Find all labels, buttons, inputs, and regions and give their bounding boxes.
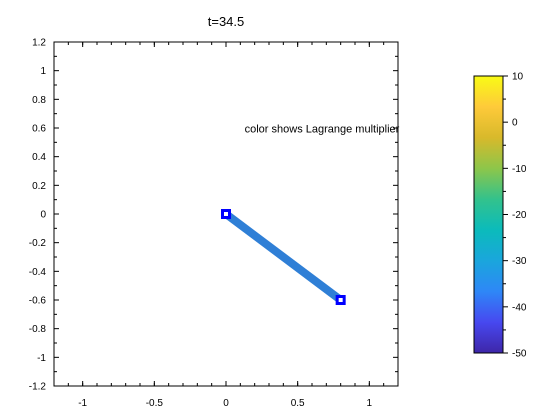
annotation: color shows Lagrange multiplier — [245, 123, 400, 135]
y-axis: 1.2 1 0.8 0.6 0.4 0.2 0 -0.2 -0.4 -0.6 -0.8 -1 -1.2 — [29, 38, 398, 393]
colorbar: 10 0 -10 -20 -30 -40 -50 — [473, 72, 527, 360]
colorbar-tick-label: -40 — [512, 302, 527, 313]
y-tick-label: 1 — [40, 66, 46, 77]
x-axis: -1 -0.5 0 0.5 1 — [67, 42, 385, 409]
colorbar-tick-label: -10 — [512, 164, 527, 175]
x-tick-label: -0.5 — [146, 398, 164, 409]
chart-title: t=34.5 — [208, 14, 245, 29]
y-tick-label: 0.6 — [32, 124, 46, 135]
colorbar-gradient — [473, 75, 504, 354]
y-tick-label: 0 — [40, 210, 46, 221]
y-tick-label: 0.2 — [32, 181, 46, 192]
y-tick-label: 0.8 — [32, 95, 46, 106]
x-tick-label: 0 — [223, 398, 229, 409]
x-tick-label: -1 — [78, 398, 87, 409]
colorbar-tick-label: 0 — [512, 118, 518, 129]
plot-area: 1.210.80.60.40.20-0.2-0.4-0.6-0.8-1-1.2 … — [29, 38, 400, 410]
y-tick-label: -1 — [37, 353, 46, 364]
y-tick-label: 0.4 — [32, 152, 46, 163]
y-tick-label: -0.6 — [29, 296, 47, 307]
y-tick-label: -1.2 — [29, 382, 47, 393]
series-group — [221, 209, 346, 305]
series-line — [223, 210, 344, 304]
colorbar-tick-label: -30 — [512, 256, 527, 267]
x-tick-label: 0.5 — [291, 398, 305, 409]
x-tick-label: 1 — [367, 398, 373, 409]
colorbar-tick-label: 10 — [512, 72, 524, 83]
data-point-center — [338, 298, 343, 302]
colorbar-tick-label: -20 — [512, 210, 527, 221]
colorbar-ticks: 10 0 -10 -20 -30 -40 -50 — [503, 72, 527, 360]
data-point-center — [224, 212, 228, 216]
y-tick-label: -0.8 — [29, 324, 47, 335]
y-tick-label: -0.2 — [29, 238, 47, 249]
y-tick-label: -0.4 — [29, 267, 47, 278]
y-tick-label: 1.2 — [32, 38, 46, 49]
colorbar-tick-label: -50 — [512, 349, 527, 360]
